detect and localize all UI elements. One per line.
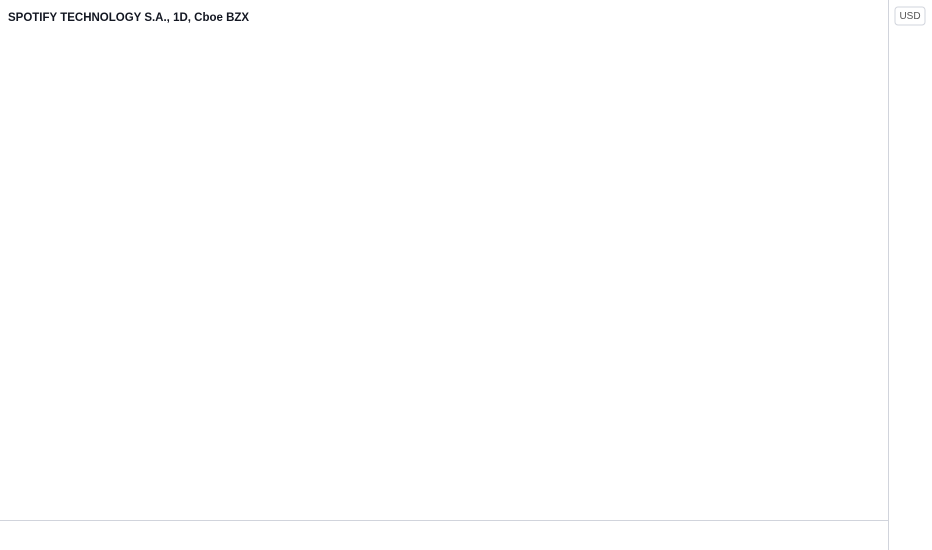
chart-title: SPOTIFY TECHNOLOGY S.A., 1D, Cboe BZX (8, 12, 249, 24)
currency-label[interactable]: USD (899, 11, 920, 22)
currency-button[interactable] (894, 6, 926, 26)
